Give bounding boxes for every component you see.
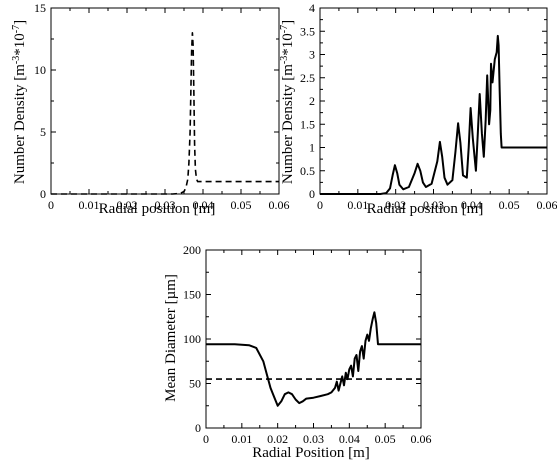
x-tick-label: 0 <box>317 198 323 212</box>
plot-area: 0 0.01 0.02 0.03 0.04 0.05 0.06 0 50 100 150 200 <box>183 243 432 446</box>
y-axis-label: Number Density [m-3*10-7] <box>11 20 28 184</box>
x-tick-label: 0.02 <box>267 432 288 446</box>
y-tick-label: 100 <box>183 332 201 346</box>
y-axis-label: Mean Diameter [µm] <box>163 274 179 402</box>
x-tick-label: 0.05 <box>499 198 520 212</box>
x-tick-label: 0.04 <box>461 198 482 212</box>
series-line-0 <box>206 311 421 407</box>
chart-top-right: 0 0.01 0.02 0.03 0.04 0.05 0.06 0 0.5 1 1.5 2 2.5 3 3.… <box>279 1 557 217</box>
x-tick-label: 0.05 <box>231 198 252 212</box>
y-tick-label: 150 <box>183 288 201 302</box>
x-tick-label: 0 <box>203 432 209 446</box>
y-tick-label: 1.5 <box>300 117 315 131</box>
series-line-0 <box>51 31 279 195</box>
series-line-0 <box>320 34 547 195</box>
y-tick-label: 50 <box>189 377 201 391</box>
y-tick-label: 10 <box>34 63 46 77</box>
x-tick-label: 0.04 <box>339 432 360 446</box>
y-tick-label: 1 <box>309 141 315 155</box>
x-axis-label: Radial Position [m] <box>252 445 370 461</box>
y-tick-label: 2.5 <box>300 71 315 85</box>
plot-frame <box>205 249 422 429</box>
x-tick-label: 0.06 <box>269 198 290 212</box>
y-tick-label: 4 <box>309 1 315 15</box>
y-tick-label: 200 <box>183 243 201 257</box>
x-tick-label: 0.02 <box>385 198 406 212</box>
plot-area: 0 0.01 0.02 0.03 0.04 0.05 0.06 0 0.5 1 1.5 2 2.5 3 3.… <box>300 1 557 212</box>
y-axis-label: Number Density [m-3*10-7] <box>279 20 296 184</box>
x-tick-label: 0.06 <box>411 432 432 446</box>
plot-frame <box>50 7 280 195</box>
y-tick-label: 3 <box>309 48 315 62</box>
x-tick-label: 0.02 <box>117 198 138 212</box>
y-tick-label: 0.5 <box>300 164 315 178</box>
y-tick-label: 15 <box>34 1 46 15</box>
x-tick-label: 0.03 <box>155 198 176 212</box>
chart-top-left: 0 0.01 0.02 0.03 0.04 0.05 0.06 0 5 10 15 Radial p… <box>11 1 290 217</box>
x-axis-label: Radial position [m] <box>99 201 216 217</box>
x-axis-label: Radial position [m] <box>367 201 484 217</box>
x-tick-label: 0.05 <box>375 432 396 446</box>
x-tick-label: 0.04 <box>193 198 214 212</box>
x-tick-label: 0 <box>48 198 54 212</box>
x-tick-label: 0.03 <box>423 198 444 212</box>
y-tick-label: 0 <box>309 187 315 201</box>
y-tick-label: 2 <box>309 94 315 108</box>
plot-frame <box>319 7 548 195</box>
x-tick-label: 0.01 <box>79 198 100 212</box>
x-tick-label: 0.01 <box>231 432 252 446</box>
y-tick-label: 5 <box>40 125 46 139</box>
plot-area: 0 0.01 0.02 0.03 0.04 0.05 0.06 0 5 10 15 <box>34 1 290 212</box>
x-tick-label: 0.06 <box>537 198 557 212</box>
x-tick-label: 0.01 <box>347 198 368 212</box>
chart-bottom: 0 0.01 0.02 0.03 0.04 0.05 0.06 0 50 100 150 200 Ra… <box>163 243 432 461</box>
x-tick-label: 0.03 <box>303 432 324 446</box>
y-tick-label: 0 <box>40 187 46 201</box>
y-tick-label: 0 <box>195 421 201 435</box>
y-tick-label: 3.5 <box>300 24 315 38</box>
